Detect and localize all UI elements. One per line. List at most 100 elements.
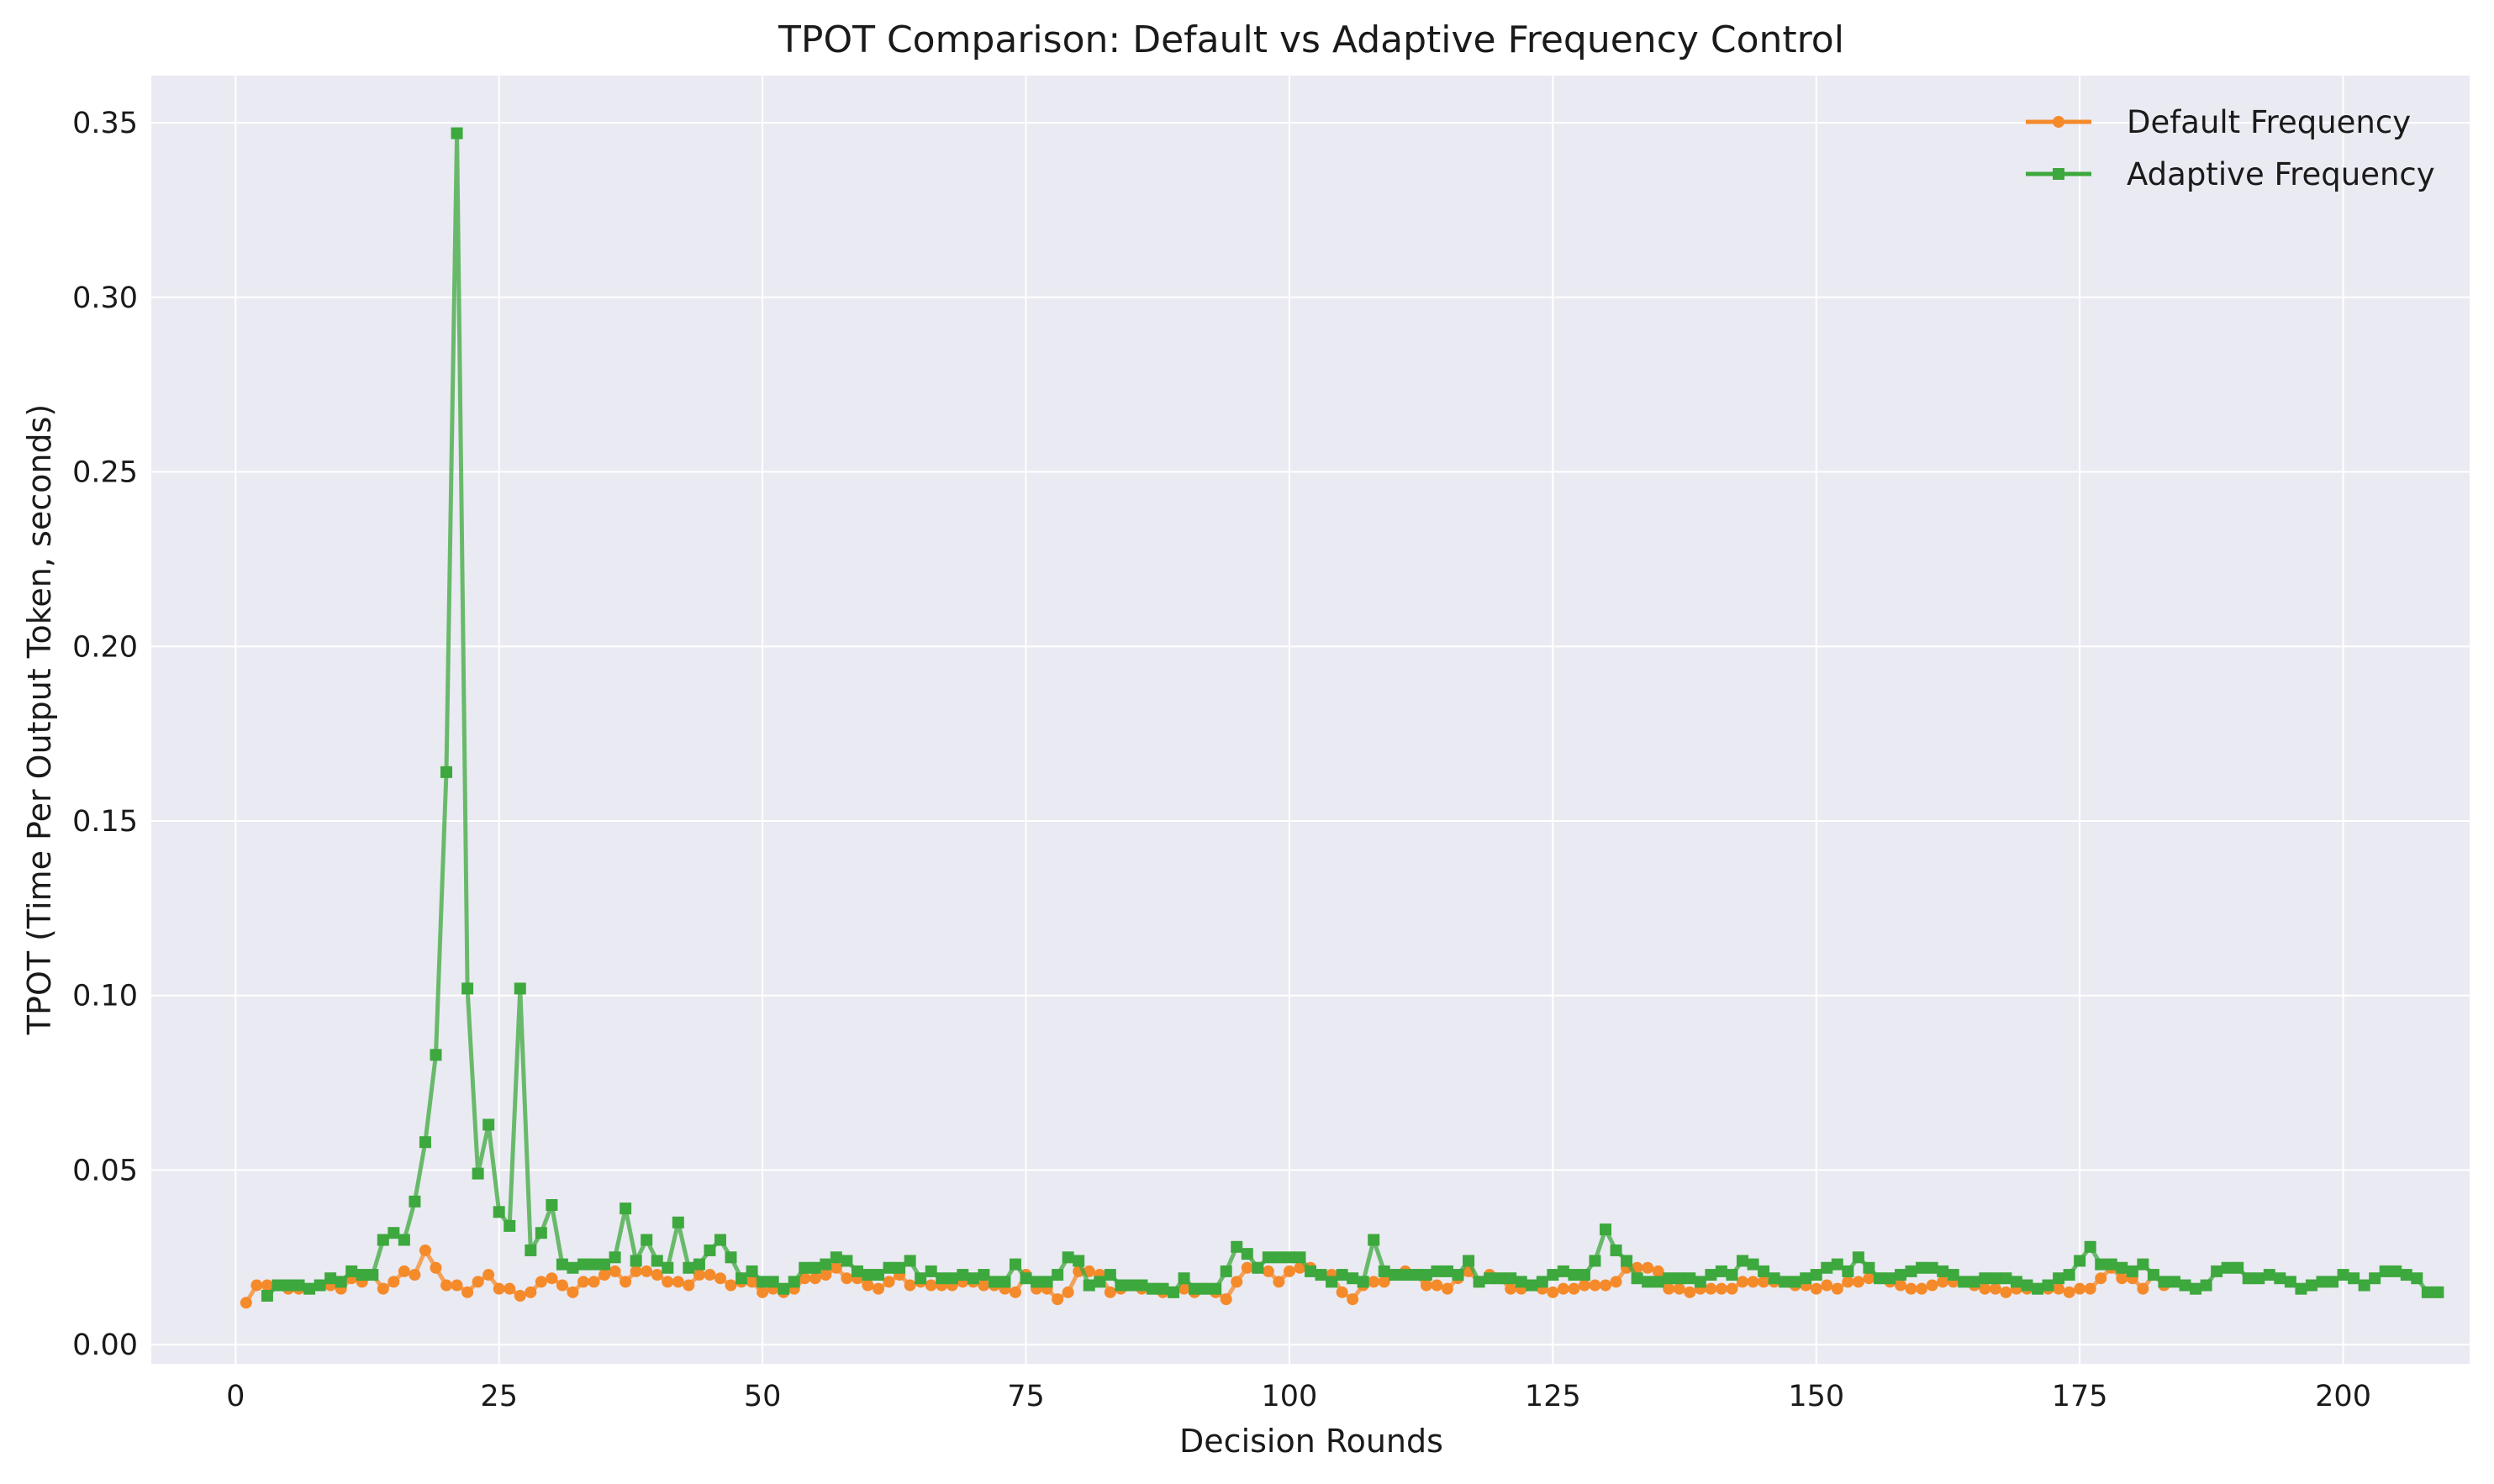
data-point (1747, 1258, 1759, 1271)
data-point (1726, 1269, 1738, 1281)
data-point (746, 1265, 758, 1277)
data-point (303, 1282, 316, 1295)
data-point (1441, 1282, 1453, 1295)
data-point (1568, 1269, 1580, 1281)
data-point (1062, 1286, 1074, 1298)
data-point (2084, 1282, 2096, 1295)
data-point (1146, 1282, 1158, 1295)
data-point (1262, 1265, 1274, 1277)
data-point (2137, 1258, 2149, 1271)
data-point (1852, 1251, 1864, 1264)
data-point (2253, 1272, 2265, 1285)
data-point (1673, 1272, 1685, 1285)
x-tick-label: 200 (2315, 1380, 2371, 1413)
data-point (1494, 1272, 1506, 1285)
adaptive-frequency-series (261, 127, 2444, 1302)
data-point (567, 1261, 579, 1274)
data-point (1009, 1258, 1021, 1271)
data-point (1873, 1272, 1885, 1285)
data-point (598, 1269, 611, 1281)
data-point (1094, 1276, 1106, 1288)
data-point (883, 1261, 895, 1274)
data-point (662, 1261, 674, 1274)
data-point (2000, 1286, 2012, 1298)
data-point (862, 1269, 874, 1281)
data-point (1515, 1276, 1527, 1288)
data-point (2390, 1265, 2402, 1277)
data-point (272, 1279, 284, 1292)
data-point (736, 1272, 748, 1285)
data-point (1863, 1261, 1875, 1274)
data-point (915, 1272, 927, 1285)
data-point (2211, 1265, 2223, 1277)
data-point (999, 1276, 1011, 1288)
data-point (2126, 1265, 2138, 1277)
data-point (1547, 1269, 1559, 1281)
data-point (1768, 1272, 1780, 1285)
data-point (588, 1276, 600, 1288)
data-point (1610, 1244, 1622, 1256)
legend-marker (2053, 168, 2064, 180)
data-point (2348, 1272, 2360, 1285)
data-point (250, 1279, 263, 1292)
data-point (1020, 1272, 1032, 1285)
data-point (2147, 1269, 2159, 1281)
x-tick-label: 175 (2052, 1380, 2108, 1413)
data-point (1505, 1282, 1517, 1295)
data-point (746, 1276, 758, 1288)
data-point (335, 1276, 347, 1288)
data-point (1473, 1276, 1485, 1288)
data-point (1378, 1276, 1390, 1288)
data-point (1673, 1282, 1685, 1295)
data-point (2369, 1272, 2381, 1285)
data-point (2432, 1286, 2444, 1298)
data-point (651, 1269, 663, 1281)
data-point (925, 1279, 937, 1292)
data-point (398, 1265, 410, 1277)
data-point (1041, 1276, 1053, 1288)
data-point (809, 1272, 821, 1285)
data-point (1821, 1261, 1833, 1274)
data-point (240, 1297, 252, 1309)
data-point (398, 1234, 410, 1246)
data-point (388, 1276, 400, 1288)
data-point (1831, 1282, 1843, 1295)
data-point (683, 1279, 695, 1292)
data-point (556, 1279, 568, 1292)
data-point (1821, 1279, 1833, 1292)
data-point (1578, 1279, 1590, 1292)
data-point (693, 1258, 705, 1271)
x-tick-label: 150 (1788, 1380, 1844, 1413)
data-point (1431, 1265, 1443, 1277)
data-point (1283, 1251, 1295, 1264)
x-tick-label: 125 (1525, 1380, 1581, 1413)
data-point (778, 1282, 790, 1295)
data-point (1178, 1272, 1190, 1285)
data-point (609, 1251, 621, 1264)
data-point (388, 1227, 400, 1239)
data-point (1726, 1282, 1738, 1295)
x-tick-labels: 0 25 50 75 100 125 150 175 200 (226, 1380, 2371, 1413)
data-point (788, 1276, 800, 1288)
data-point (830, 1261, 842, 1274)
data-point (1262, 1251, 1274, 1264)
data-point (1705, 1269, 1717, 1281)
data-point (1621, 1255, 1633, 1267)
data-point (714, 1272, 726, 1285)
data-point (598, 1258, 611, 1271)
data-point (630, 1255, 642, 1267)
x-tick-label: 100 (1262, 1380, 1318, 1413)
data-point (2327, 1276, 2339, 1288)
data-point (2179, 1279, 2191, 1292)
data-point (988, 1276, 1000, 1288)
data-point (830, 1251, 842, 1264)
data-point (1399, 1269, 1411, 1281)
data-point (1115, 1279, 1127, 1292)
data-point (2010, 1276, 2022, 1288)
data-point (1189, 1282, 1201, 1295)
x-tick-label: 50 (744, 1380, 782, 1413)
data-point (704, 1244, 716, 1256)
data-point (894, 1261, 906, 1274)
data-point (2168, 1276, 2180, 1288)
data-point (641, 1265, 653, 1277)
